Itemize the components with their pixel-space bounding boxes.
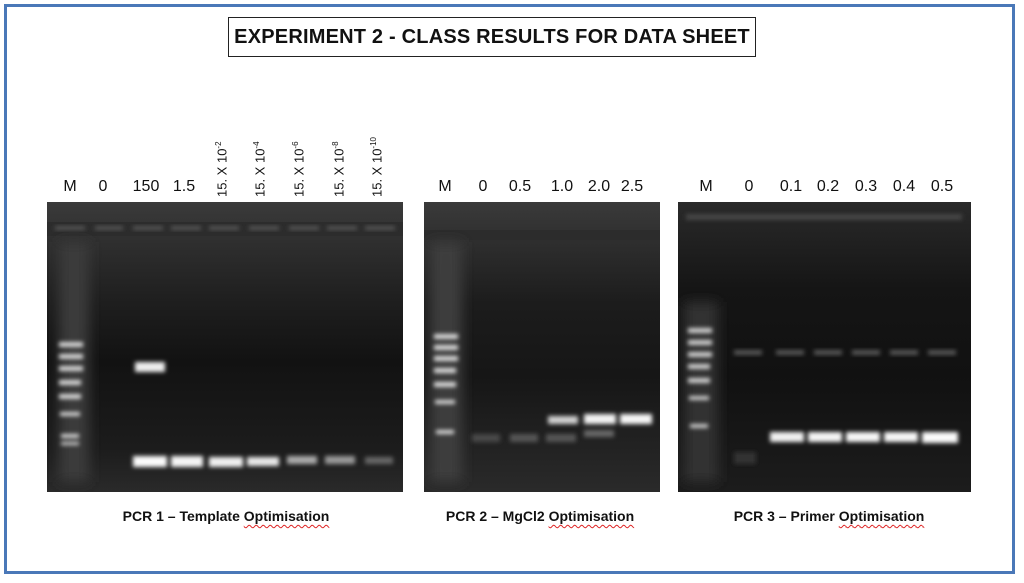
lane-label-vertical: 15. X 10-6 bbox=[291, 141, 307, 197]
lane-label: M bbox=[438, 178, 452, 195]
lane-label: 0.1 bbox=[779, 178, 803, 195]
lane-label: 1.0 bbox=[550, 178, 574, 195]
figure-frame bbox=[4, 4, 1015, 574]
lane-label: 0.4 bbox=[892, 178, 916, 195]
lane-label-vertical: 15. X 10-4 bbox=[252, 141, 268, 197]
lane-label: 0.5 bbox=[930, 178, 954, 195]
caption-pcr2: PCR 2 – MgCl2 Optimisation bbox=[445, 508, 635, 524]
lane-label: 0.3 bbox=[854, 178, 878, 195]
lane-label-vertical: 15. X 10-2 bbox=[214, 141, 230, 197]
lane-label: 0 bbox=[98, 178, 108, 195]
lane-label-vertical: 15. X 10-10 bbox=[369, 137, 385, 197]
lane-label: M bbox=[63, 178, 77, 195]
lane-label: 0.2 bbox=[816, 178, 840, 195]
gel-image-pcr3 bbox=[678, 202, 971, 492]
lane-label: 0.5 bbox=[508, 178, 532, 195]
lane-label: M bbox=[699, 178, 713, 195]
lane-label: 1.5 bbox=[172, 178, 196, 195]
figure-title: EXPERIMENT 2 - CLASS RESULTS FOR DATA SH… bbox=[228, 17, 756, 57]
gel-image-pcr2 bbox=[424, 202, 660, 492]
lane-label: 0 bbox=[478, 178, 488, 195]
lane-label-vertical: 15. X 10-8 bbox=[331, 141, 347, 197]
caption-pcr1: PCR 1 – Template Optimisation bbox=[122, 508, 330, 524]
lane-label: 2.0 bbox=[587, 178, 611, 195]
caption-pcr3: PCR 3 – Primer Optimisation bbox=[733, 508, 925, 524]
lane-label: 0 bbox=[744, 178, 754, 195]
lane-label: 2.5 bbox=[620, 178, 644, 195]
gel-image-pcr1 bbox=[47, 202, 403, 492]
lane-label: 150 bbox=[132, 178, 160, 195]
